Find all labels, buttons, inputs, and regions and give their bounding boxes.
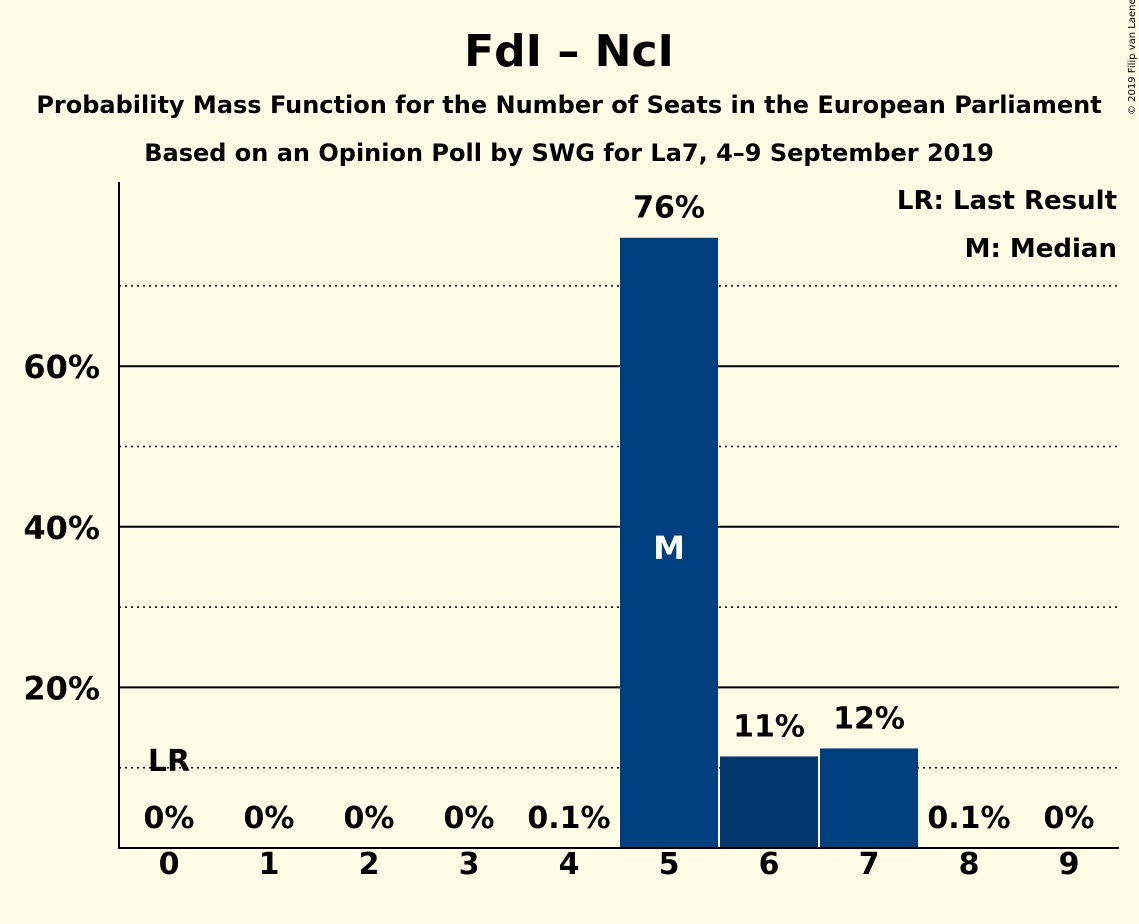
data-label-8: 0.1% [927,801,1010,836]
chart-subtitle-2: Based on an Opinion Poll by SWG for La7,… [144,139,994,167]
data-labels: 0% LR 0% 0% 0% 0.1% 76% M 11% 12% 0.1% 0% [144,191,1095,836]
copyright-notice: © 2019 Filip van Laenen [1127,0,1138,115]
last-result-marker: LR [148,744,190,779]
median-marker: M [653,529,685,567]
x-tick-label-6: 6 [759,847,780,882]
y-tick-label-40: 40% [23,509,100,547]
x-tick-label-4: 4 [559,847,580,882]
x-tick-label-1: 1 [259,847,280,882]
data-label-7: 12% [833,701,905,736]
chart-subtitle-1: Probability Mass Function for the Number… [36,91,1101,119]
data-label-1: 0% [244,801,295,836]
x-tick-label-2: 2 [359,847,380,882]
bars [520,237,1018,849]
y-axis-tick-labels: 20% 40% 60% [23,348,100,707]
x-tick-label-8: 8 [959,847,980,882]
x-tick-label-9: 9 [1059,847,1080,882]
legend-median: M: Median [965,234,1117,264]
bar-5 [620,237,718,849]
gridlines [119,285,1119,769]
y-tick-label-60: 60% [23,348,100,386]
data-label-3: 0% [444,801,495,836]
bar-7 [820,748,918,848]
x-axis-tick-labels: 0 1 2 3 4 5 6 7 8 9 [159,847,1080,882]
chart-title: FdI – NcI [464,26,674,77]
x-tick-label-0: 0 [159,847,180,882]
y-tick-label-20: 20% [23,669,100,707]
data-label-6: 11% [733,709,805,744]
data-label-0: 0% [144,801,195,836]
data-label-2: 0% [344,801,395,836]
data-label-5: 76% [633,191,705,226]
legend-last-result: LR: Last Result [897,186,1117,216]
data-label-4: 0.1% [527,801,610,836]
x-tick-label-7: 7 [859,847,880,882]
x-tick-label-3: 3 [459,847,480,882]
bar-6 [720,756,818,848]
data-label-9: 0% [1044,801,1095,836]
x-tick-label-5: 5 [659,847,680,882]
